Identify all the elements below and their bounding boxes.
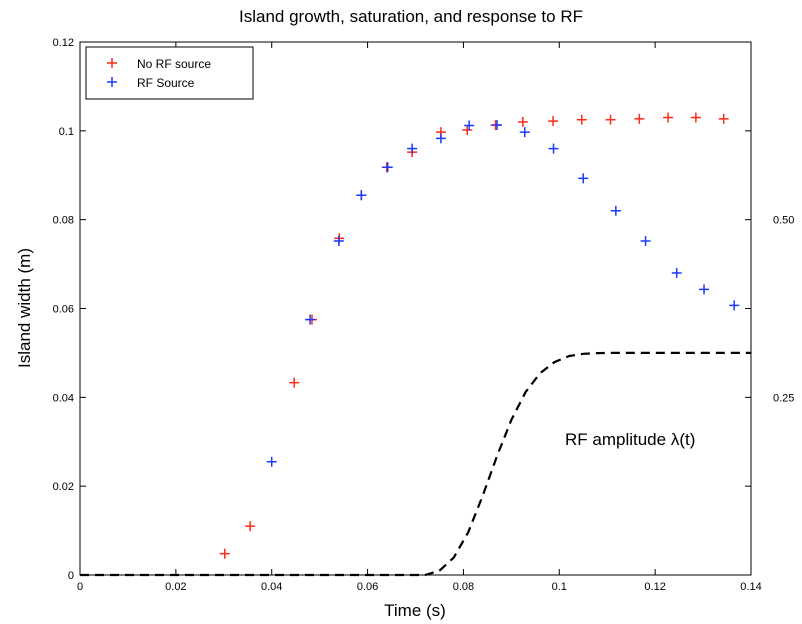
data-point	[435, 133, 446, 144]
data-point	[548, 116, 559, 127]
chart-title: Island growth, saturation, and response …	[239, 7, 583, 26]
x-tick-label: 0.06	[357, 581, 378, 593]
x-axis: 0 0.02 0.04 0.06 0.08 0.1 0.12 0.14	[77, 42, 762, 593]
data-point	[663, 112, 674, 123]
y-tick-label: 0.06	[53, 304, 74, 316]
right-tick-label: 0.25	[773, 392, 794, 404]
data-point	[333, 235, 344, 246]
data-point	[634, 113, 645, 124]
data-point	[462, 124, 473, 135]
data-point	[671, 267, 682, 278]
data-point	[219, 548, 230, 559]
x-tick-label: 0.04	[261, 581, 282, 593]
legend-plus	[107, 58, 117, 68]
legend: No RF source RF Source	[85, 46, 254, 100]
rf-amplitude-curve	[80, 351, 751, 577]
x-tick-label: 0.12	[644, 581, 665, 593]
data-point	[464, 120, 475, 131]
data-point	[519, 127, 530, 138]
y-tick-label: 0.08	[53, 215, 74, 227]
data-point	[548, 143, 559, 154]
legend-box	[85, 46, 254, 100]
data-point	[407, 143, 418, 154]
rf-amplitude-line	[80, 351, 751, 577]
data-point	[610, 205, 621, 216]
y-tick-label: 0.02	[53, 481, 74, 493]
x-tick-label: 0.14	[740, 581, 761, 593]
data-point	[245, 521, 256, 532]
data-point	[517, 116, 528, 127]
right-tick-label: 0.50	[773, 215, 794, 227]
y-tick-label: 0.12	[53, 37, 74, 49]
data-point	[356, 190, 367, 201]
right-axis: 0.25 0.50	[745, 41, 794, 576]
data-point	[699, 284, 710, 295]
y-axis: 0 0.02 0.04 0.06 0.08 0.1 0.12	[53, 37, 86, 582]
legend-marker-rf	[107, 77, 117, 87]
legend-marker-no-rf	[107, 58, 117, 68]
rf-amplitude-annotation: RF amplitude λ(t)	[565, 430, 695, 449]
data-point	[718, 113, 729, 124]
data-point	[289, 377, 300, 388]
data-point	[491, 120, 502, 131]
data-point	[729, 300, 740, 311]
data-point	[578, 173, 589, 184]
data-point	[576, 114, 587, 125]
data-series	[219, 112, 740, 559]
x-tick-label: 0.1	[552, 581, 567, 593]
legend-label-no-rf: No RF source	[137, 57, 211, 71]
legend-plus	[107, 77, 117, 87]
data-point	[382, 162, 393, 173]
plot-area	[79, 41, 752, 576]
y-tick-label: 0.04	[53, 392, 74, 404]
x-tick-label: 0.02	[165, 581, 186, 593]
data-point	[305, 314, 316, 325]
y-tick-label: 0	[68, 570, 74, 582]
legend-label-rf: RF Source	[137, 76, 195, 90]
data-point	[690, 112, 701, 123]
x-axis-label: Time (s)	[384, 601, 446, 620]
data-point	[640, 235, 651, 246]
y-tick-label: 0.1	[59, 126, 74, 138]
series-rf	[266, 120, 740, 467]
y-axis-label: Island width (m)	[15, 248, 34, 368]
data-point	[605, 114, 616, 125]
x-tick-label: 0	[77, 581, 83, 593]
data-point	[266, 456, 277, 467]
x-tick-label: 0.08	[453, 581, 474, 593]
